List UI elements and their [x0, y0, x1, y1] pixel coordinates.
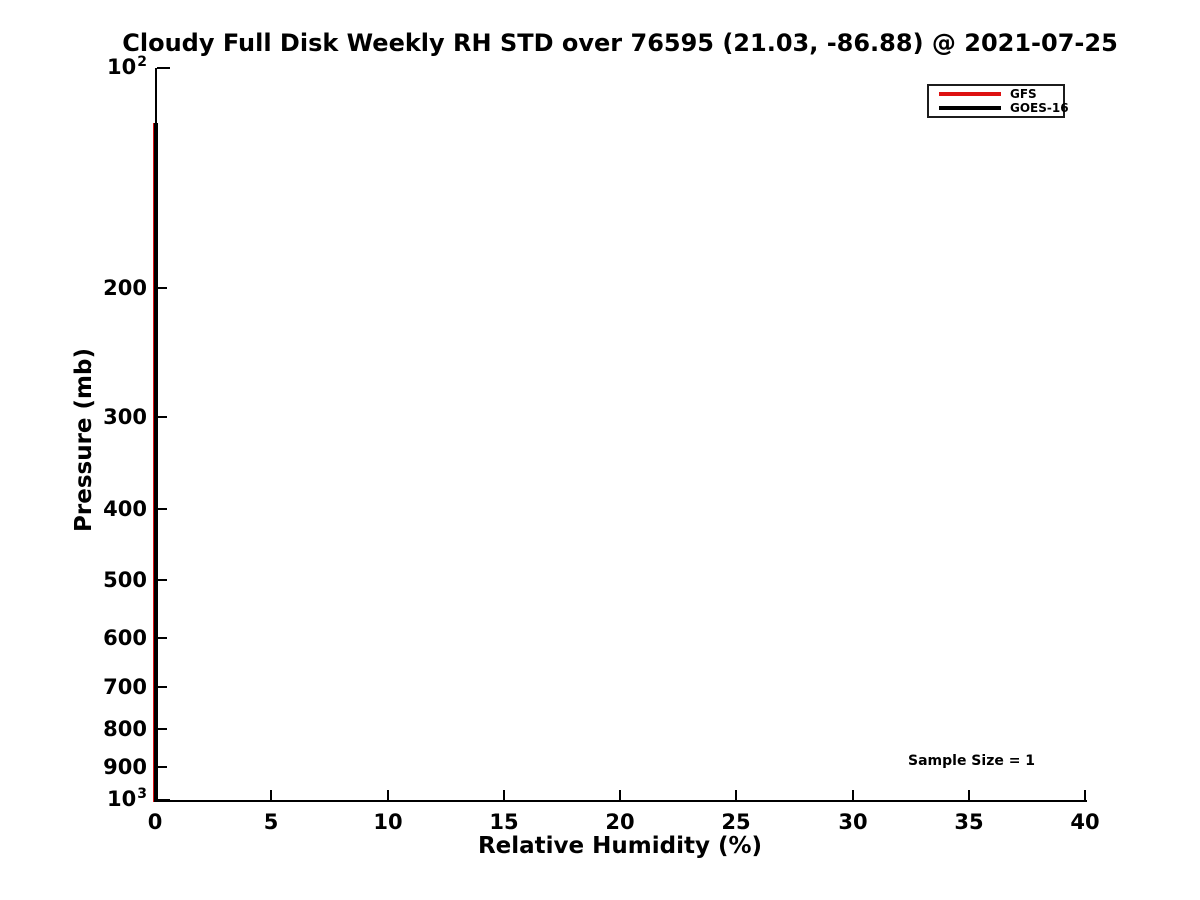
y-tick-label: 700: [103, 675, 147, 699]
y-major-tick-label: 102: [107, 54, 147, 79]
x-tick-label: 25: [721, 810, 751, 834]
y-tick-label: 600: [103, 626, 147, 650]
x-tick-label: 0: [147, 810, 163, 834]
x-tick-label: 20: [605, 810, 635, 834]
series-line-goes-16: [154, 123, 158, 802]
x-tick-label: 40: [1070, 810, 1100, 834]
y-tick-label: 400: [103, 497, 147, 521]
x-axis-spine: [155, 800, 1087, 802]
x-tick: [1084, 790, 1086, 801]
y-major-tick-label: 103: [107, 786, 147, 811]
y-major-tick: [157, 799, 170, 801]
legend: GFS GOES-16: [927, 84, 1069, 118]
x-axis-label: Relative Humidity (%): [477, 833, 763, 859]
y-tick: [157, 508, 167, 510]
y-tick: [157, 579, 167, 581]
legend-line-swatch-goes-16: [939, 106, 1001, 110]
x-tick: [619, 790, 621, 801]
y-tick-label: 300: [103, 405, 147, 429]
y-tick: [157, 287, 167, 289]
x-tick-label: 10: [373, 810, 403, 834]
legend-row-goes-16: GOES-16: [939, 102, 1069, 114]
y-tick: [157, 728, 167, 730]
x-tick-label: 5: [263, 810, 279, 834]
y-tick-label: 200: [103, 276, 147, 300]
y-major-tick: [157, 67, 170, 69]
x-tick-label: 30: [838, 810, 868, 834]
y-tick: [157, 686, 167, 688]
x-tick: [270, 790, 272, 801]
sample-size-annotation: Sample Size = 1: [908, 753, 1036, 769]
y-tick-label: 500: [103, 568, 147, 592]
y-tick-label: 900: [103, 755, 147, 779]
chart-title: Cloudy Full Disk Weekly RH STD over 7659…: [122, 29, 1118, 57]
x-tick-label: 15: [489, 810, 519, 834]
legend-row-gfs: GFS: [939, 88, 1057, 100]
x-tick: [852, 790, 854, 801]
legend-label-gfs: GFS: [1010, 87, 1037, 101]
x-tick: [503, 790, 505, 801]
x-tick: [387, 790, 389, 801]
legend-line-swatch-gfs: [939, 92, 1001, 96]
legend-label-goes-16: GOES-16: [1010, 101, 1069, 115]
x-tick: [735, 790, 737, 801]
y-tick: [157, 766, 167, 768]
x-tick-label: 35: [954, 810, 984, 834]
y-tick: [157, 416, 167, 418]
x-tick: [968, 790, 970, 801]
y-tick-label: 800: [103, 717, 147, 741]
y-tick: [157, 637, 167, 639]
